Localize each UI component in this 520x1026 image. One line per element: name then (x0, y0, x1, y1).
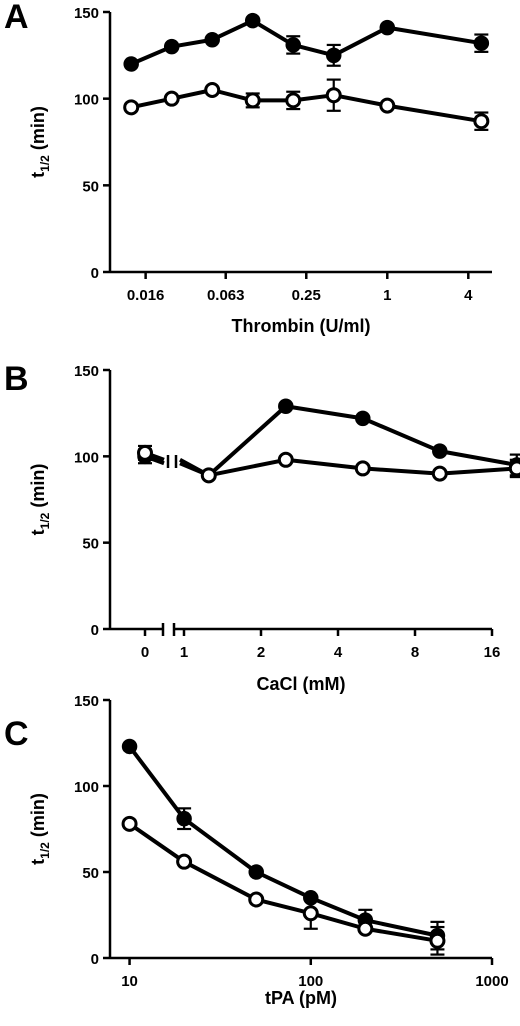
series-line (179, 457, 517, 478)
data-point (123, 99, 140, 116)
data-point (121, 815, 138, 832)
data-point (379, 19, 396, 36)
panel-letter: B (4, 360, 29, 398)
data-point (137, 444, 153, 461)
y-tick-label: 0 (91, 951, 99, 968)
y-tick-label: 0 (91, 265, 99, 282)
y-axis-title-sub: 1/2 (38, 842, 52, 859)
series-open (123, 78, 490, 131)
data-point (285, 37, 301, 53)
y-axis-title-main: t (28, 859, 48, 865)
panel-letter: C (4, 715, 29, 753)
y-axis-title-tail: (min) (28, 106, 48, 155)
y-axis-title: t1/2 (min) (28, 464, 52, 536)
series-line (127, 745, 438, 938)
panel-B: B 0 50 100 150 0 1 2 4 8 16 CaCl (mM) t1/2 (min) (4, 360, 520, 694)
y-axis-title-tail: (min) (28, 464, 48, 513)
y-tick-label: 100 (74, 449, 99, 466)
data-point (473, 113, 490, 130)
y-tick-label: 150 (74, 693, 99, 710)
data-point (379, 97, 396, 114)
y-tick-label: 150 (74, 363, 99, 380)
data-point (431, 465, 448, 482)
data-point (278, 398, 294, 415)
y-tick-label: 150 (74, 5, 99, 22)
data-point (163, 90, 180, 107)
x-tick-label: 0 (141, 644, 149, 661)
y-axis-title-main: t (28, 172, 48, 178)
data-point (123, 56, 139, 72)
series-line (130, 88, 482, 124)
data-point (248, 891, 265, 908)
data-point (473, 35, 490, 51)
data-point (200, 467, 217, 484)
y-tick-label: 50 (82, 865, 99, 882)
data-point (432, 443, 448, 459)
series-open (121, 815, 446, 956)
data-point (244, 12, 261, 29)
x-tick-label: 1 (383, 287, 391, 304)
data-point (325, 87, 342, 104)
x-tick-label: 1000 (475, 973, 508, 990)
x-tick-label: 10 (121, 973, 138, 990)
data-point (176, 853, 193, 870)
y-axis-title-tail: (min) (28, 793, 48, 842)
data-point (354, 460, 371, 477)
panel-letter: A (4, 0, 29, 36)
series-filled (123, 12, 490, 72)
data-point (277, 451, 294, 468)
data-point (508, 460, 520, 477)
y-axis-title-sub: 1/2 (38, 155, 52, 172)
series-filled (121, 738, 446, 951)
panel-C: C 0 50 100 150 10 100 1000 tPA (pM) t1/2 (min) (4, 693, 509, 1008)
x-tick-label: 100 (298, 973, 323, 990)
data-point (176, 810, 192, 827)
x-axis-title: tPA (pM) (265, 988, 337, 1008)
x-tick-label: 8 (411, 644, 419, 661)
x-tick-label: 4 (334, 644, 343, 661)
data-point (302, 905, 319, 922)
x-tick-label: 1 (180, 644, 188, 661)
series-line (128, 822, 438, 943)
y-axis-title: t1/2 (min) (28, 106, 52, 178)
x-tick-label: 0.016 (127, 287, 165, 304)
y-axis-title-sub: 1/2 (38, 512, 52, 529)
y-axis-title-main: t (28, 529, 48, 535)
data-point (204, 82, 221, 98)
data-point (163, 38, 180, 55)
data-point (429, 932, 446, 949)
y-tick-label: 0 (91, 622, 99, 639)
x-tick-label: 16 (484, 644, 501, 661)
y-tick-label: 50 (82, 536, 99, 553)
x-tick-label: 4 (464, 287, 473, 304)
series-line (130, 18, 482, 66)
data-point (204, 31, 220, 48)
data-point (248, 864, 264, 880)
y-tick-label: 100 (74, 92, 99, 109)
x-axis-title: CaCl (mM) (257, 674, 346, 694)
y-axis-title: t1/2 (min) (28, 793, 52, 865)
x-tick-label: 0.063 (207, 287, 245, 304)
data-point (355, 410, 371, 427)
x-tick-label: 2 (257, 644, 265, 661)
data-point (244, 92, 261, 109)
data-point (357, 920, 374, 937)
panel-A: A 0 50 100 150 0.016 0.063 0.25 1 4 Thrombin (U/ml… (4, 0, 492, 336)
series-open (137, 444, 520, 484)
x-tick-label: 0.25 (292, 287, 321, 304)
data-point (325, 47, 342, 64)
x-axis-title: Thrombin (U/ml) (232, 316, 371, 336)
data-point (121, 738, 138, 755)
y-tick-label: 50 (82, 178, 99, 195)
y-tick-label: 100 (74, 779, 99, 796)
data-point (285, 92, 302, 109)
